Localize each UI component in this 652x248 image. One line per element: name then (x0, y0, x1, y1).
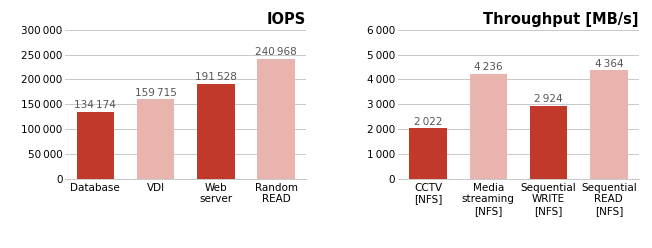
Bar (137, 99, 174, 179)
Text: 240 968: 240 968 (256, 47, 297, 57)
Bar (197, 84, 235, 179)
Text: 2 924: 2 924 (534, 94, 563, 104)
Text: 4 236: 4 236 (474, 62, 503, 72)
Text: 134 174: 134 174 (74, 100, 116, 110)
Bar (590, 70, 627, 179)
Bar (77, 112, 114, 179)
Text: 191 528: 191 528 (195, 72, 237, 82)
Bar (530, 106, 567, 179)
Text: 159 715: 159 715 (135, 88, 177, 97)
Text: IOPS: IOPS (267, 12, 306, 27)
Text: Throughput [MB/s]: Throughput [MB/s] (484, 12, 639, 27)
Bar (469, 73, 507, 179)
Bar (409, 128, 447, 179)
Text: 2 022: 2 022 (414, 117, 442, 127)
Text: 4 364: 4 364 (595, 59, 623, 68)
Bar (258, 59, 295, 179)
